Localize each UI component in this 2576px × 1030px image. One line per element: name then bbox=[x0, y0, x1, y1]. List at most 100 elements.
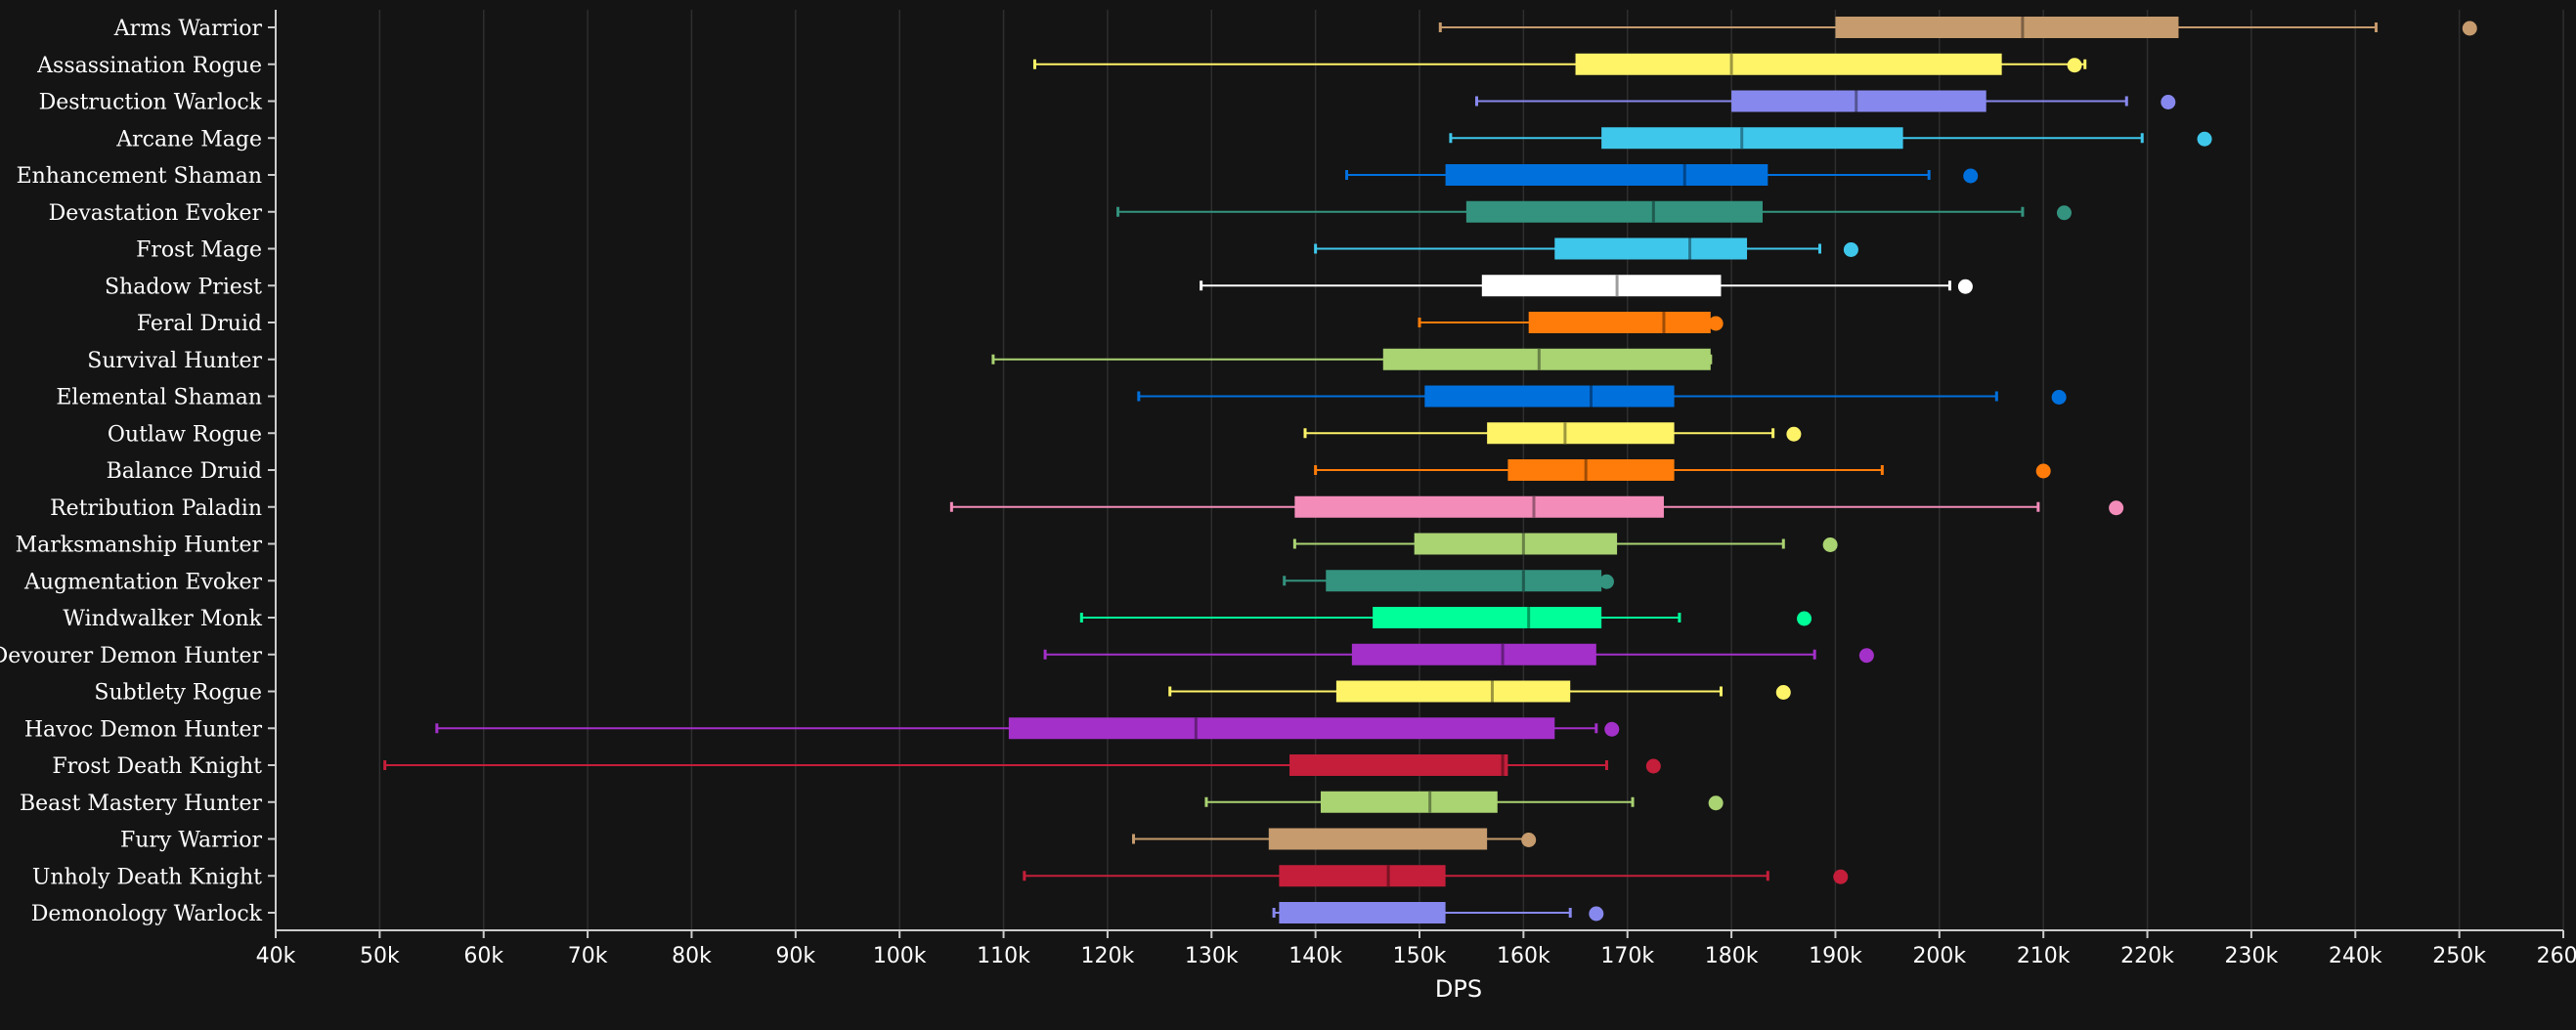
x-tick-label: 180k bbox=[1705, 944, 1759, 968]
boxes bbox=[1008, 17, 2179, 923]
category-label: Destruction Warlock bbox=[39, 91, 263, 115]
outlier-point bbox=[1833, 869, 1849, 884]
x-tick-label: 120k bbox=[1081, 944, 1135, 968]
category-label: Feral Druid bbox=[137, 312, 262, 336]
category-label: Augmentation Evoker bbox=[23, 570, 263, 594]
outlier-point bbox=[1797, 611, 1812, 626]
x-tick-label: 50k bbox=[360, 944, 400, 968]
outlier-point bbox=[1858, 648, 1874, 664]
box-iqr bbox=[1279, 865, 1446, 887]
category-label: Elemental Shaman bbox=[56, 386, 262, 410]
box-iqr bbox=[1601, 127, 1903, 150]
outlier-point bbox=[2035, 463, 2051, 479]
box-iqr bbox=[1279, 902, 1446, 923]
outlier-point bbox=[1786, 426, 1802, 442]
box-iqr bbox=[1424, 385, 1675, 408]
x-tick-label: 140k bbox=[1288, 944, 1342, 968]
outlier-point bbox=[1775, 685, 1791, 700]
x-tick-label: 80k bbox=[672, 944, 712, 968]
x-tick-label: 260k bbox=[2537, 944, 2576, 968]
box-iqr bbox=[1487, 422, 1675, 445]
category-label: Devastation Evoker bbox=[49, 201, 263, 226]
box-iqr bbox=[1351, 643, 1596, 665]
category-label: Unholy Death Knight bbox=[32, 865, 262, 889]
x-tick-label: 100k bbox=[873, 944, 927, 968]
box-iqr bbox=[1382, 348, 1711, 370]
outlier-point bbox=[1589, 906, 1604, 922]
x-tick-label: 190k bbox=[1809, 944, 1862, 968]
category-label: Balance Druid bbox=[107, 459, 262, 484]
outlier-point bbox=[1957, 279, 1973, 294]
box-iqr bbox=[1268, 828, 1488, 850]
box-iqr bbox=[1465, 200, 1763, 223]
outlier-point bbox=[2051, 390, 2067, 405]
category-label: Survival Hunter bbox=[87, 349, 262, 373]
box-iqr bbox=[1575, 53, 2002, 75]
category-label: Fury Warrior bbox=[120, 829, 263, 853]
outlier-point bbox=[1604, 721, 1620, 737]
box-iqr bbox=[1528, 312, 1711, 333]
category-label: Subtlety Rogue bbox=[94, 681, 262, 706]
category-label: Havoc Demon Hunter bbox=[24, 717, 263, 742]
outlier-point bbox=[1843, 242, 1858, 257]
outlier-point bbox=[2462, 21, 2477, 36]
outlier-point bbox=[1822, 537, 1838, 552]
outlier-point bbox=[2197, 131, 2212, 147]
box-iqr bbox=[1731, 90, 1987, 112]
category-label: Frost Mage bbox=[136, 238, 262, 263]
outlier-point bbox=[1521, 833, 1537, 847]
box-iqr bbox=[1294, 495, 1664, 518]
box-iqr bbox=[1008, 717, 1555, 740]
category-label: Enhancement Shaman bbox=[17, 164, 262, 189]
box-iqr bbox=[1414, 533, 1618, 555]
x-tick-label: 230k bbox=[2225, 944, 2279, 968]
category-label: Beast Mastery Hunter bbox=[20, 792, 263, 816]
category-label: Devourer Demon Hunter bbox=[0, 644, 262, 668]
x-tick-label: 130k bbox=[1185, 944, 1239, 968]
x-tick-label: 110k bbox=[977, 944, 1030, 968]
box-iqr bbox=[1335, 680, 1571, 703]
box-iqr bbox=[1320, 791, 1498, 813]
category-label: Outlaw Rogue bbox=[108, 422, 262, 447]
x-tick-label: 160k bbox=[1497, 944, 1550, 968]
x-tick-label: 70k bbox=[568, 944, 608, 968]
category-label: Arcane Mage bbox=[115, 127, 262, 151]
outlier-point bbox=[2161, 95, 2176, 109]
box-iqr bbox=[1373, 607, 1602, 628]
box-iqr bbox=[1445, 164, 1768, 186]
category-label: Windwalker Monk bbox=[63, 607, 262, 631]
x-tick-label: 250k bbox=[2432, 944, 2486, 968]
box-iqr bbox=[1289, 754, 1508, 776]
box-iqr bbox=[1326, 570, 1602, 592]
category-label: Demonology Warlock bbox=[31, 902, 263, 926]
box-iqr bbox=[1835, 17, 2179, 38]
category-label: Arms Warrior bbox=[113, 17, 263, 41]
outlier-point bbox=[2067, 58, 2082, 73]
x-tick-label: 220k bbox=[2120, 944, 2174, 968]
category-label: Retribution Paladin bbox=[50, 496, 262, 521]
category-label: Marksmanship Hunter bbox=[16, 534, 263, 558]
x-tick-label: 210k bbox=[2017, 944, 2071, 968]
x-tick-label: 90k bbox=[775, 944, 815, 968]
outlier-point bbox=[1708, 316, 1724, 331]
x-tick-label: 200k bbox=[1912, 944, 1966, 968]
x-tick-label: 40k bbox=[256, 944, 296, 968]
x-tick-label: 60k bbox=[463, 944, 503, 968]
category-labels: Arms Warrior Assassination Rogue Destructi… bbox=[0, 17, 263, 926]
outlier-point bbox=[1598, 574, 1614, 589]
x-tick-label: 170k bbox=[1600, 944, 1654, 968]
x-tick-labels: 40k 50k 60k 70k 80k 90k 100k 110k 120k 130k 140k 15… bbox=[256, 944, 2576, 968]
axes bbox=[268, 10, 2564, 938]
outliers bbox=[1521, 21, 2477, 922]
outlier-point bbox=[1708, 795, 1724, 811]
box-iqr bbox=[1554, 237, 1748, 260]
outlier-point bbox=[1645, 758, 1661, 774]
category-label: Assassination Rogue bbox=[36, 54, 262, 78]
box-iqr bbox=[1481, 275, 1722, 297]
x-axis-title: DPS bbox=[1435, 975, 1482, 1003]
box-iqr bbox=[1507, 459, 1675, 481]
x-tick-label: 240k bbox=[2329, 944, 2382, 968]
category-label: Shadow Priest bbox=[105, 275, 262, 299]
x-tick-label: 150k bbox=[1393, 944, 1447, 968]
